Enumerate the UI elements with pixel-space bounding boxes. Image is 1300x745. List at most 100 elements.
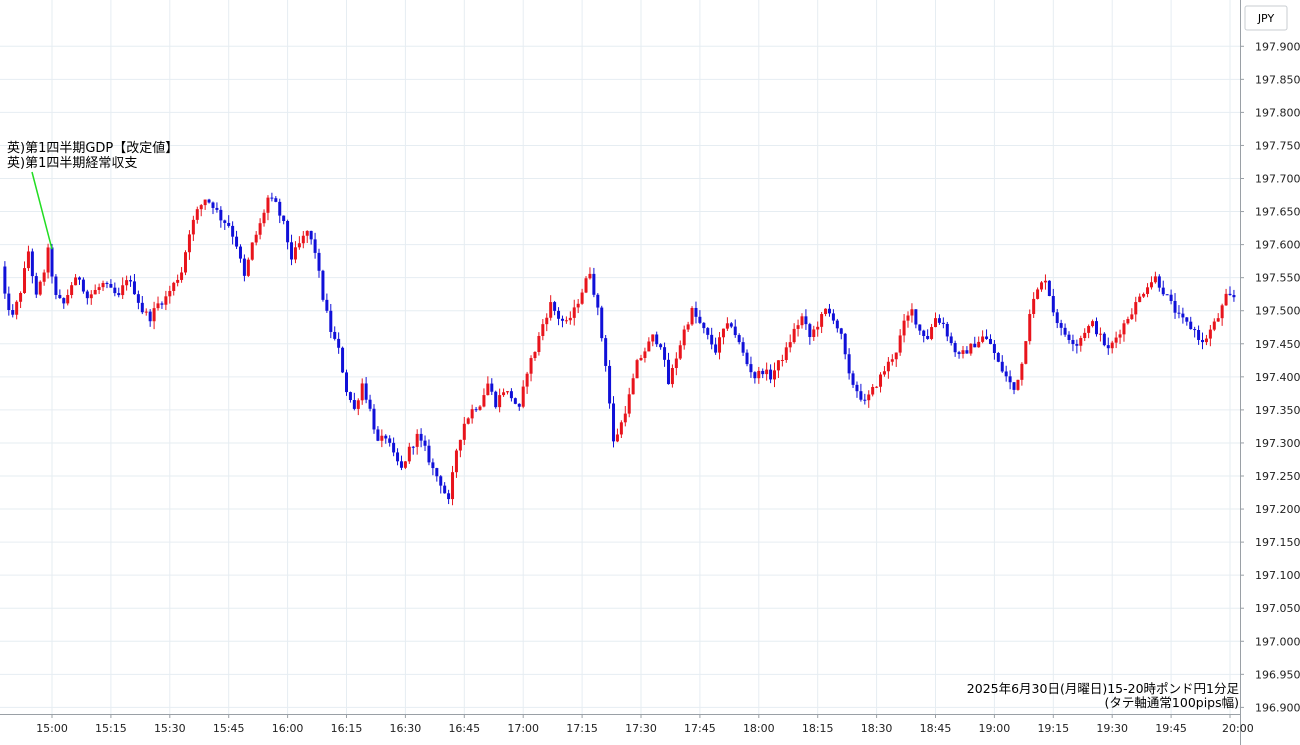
candle-body (26, 251, 30, 269)
y-tick-label: 197.350 (1255, 404, 1300, 417)
candle-body (780, 359, 784, 361)
candle-body (596, 294, 600, 308)
candle-body (1000, 361, 1004, 372)
candle-body (608, 365, 612, 404)
y-tick-label: 197.100 (1255, 569, 1300, 582)
candle-body (278, 201, 282, 216)
candle-body (894, 352, 898, 360)
x-tick-label: 19:15 (1037, 722, 1069, 735)
x-tick-label: 16:45 (448, 722, 480, 735)
candle-body (1204, 338, 1208, 343)
y-tick-label: 197.200 (1255, 503, 1300, 516)
candle-body (541, 324, 545, 336)
candle-body (187, 234, 191, 253)
annotation-pointer-line (31, 171, 53, 250)
candle-body (706, 328, 710, 335)
candle-body (58, 294, 62, 299)
candle-body (478, 406, 482, 410)
candle-body (934, 318, 937, 328)
candle-body (156, 303, 160, 309)
candle-body (718, 337, 722, 353)
candle-body (867, 394, 871, 401)
candle-body (776, 360, 780, 371)
candle-body (690, 307, 694, 325)
candle-body (592, 273, 596, 295)
candle-body (411, 446, 415, 448)
candle-body (341, 347, 345, 373)
candle-body (863, 399, 867, 401)
candle-body (313, 239, 317, 253)
x-tick-label: 18:30 (861, 722, 893, 735)
x-tick-label: 17:30 (625, 722, 657, 735)
y-tick-label: 197.300 (1255, 437, 1300, 450)
candle-body (129, 280, 133, 282)
candle-body (356, 400, 360, 409)
x-tick-label: 18:45 (920, 722, 952, 735)
candle-body (1142, 293, 1146, 297)
candle-body (1153, 276, 1157, 283)
candle-body (1079, 338, 1083, 346)
candle-body (231, 225, 235, 237)
candle-body (1201, 339, 1205, 343)
candle-body (745, 352, 749, 365)
y-tick-label: 197.050 (1255, 602, 1300, 615)
candle-body (843, 333, 847, 355)
candle-body (396, 452, 400, 462)
candle-body (1043, 280, 1047, 283)
candle-body (7, 293, 11, 311)
candle-body (663, 347, 667, 360)
y-tick-label: 197.000 (1255, 635, 1300, 648)
candle-body (682, 329, 686, 346)
candle-body (655, 334, 659, 345)
candle-body (11, 310, 15, 315)
candle-body (250, 242, 254, 260)
x-tick-label: 15:00 (36, 722, 68, 735)
candle-body (125, 280, 129, 286)
candle-body (3, 266, 7, 294)
candle-body (871, 387, 875, 395)
y-tick-label: 197.450 (1255, 338, 1300, 351)
candle-body (34, 276, 38, 295)
candle-body (647, 341, 651, 352)
candle-body (360, 383, 364, 401)
candle-body (89, 294, 93, 299)
x-tick-label: 17:15 (566, 722, 598, 735)
candle-body (882, 371, 886, 375)
candle-body (788, 342, 792, 348)
candle-body (1008, 376, 1012, 383)
candle-body (1138, 296, 1142, 303)
candle-body (831, 313, 835, 321)
candle-body (1185, 317, 1189, 322)
y-tick-label: 197.150 (1255, 536, 1300, 549)
candle-body (1032, 298, 1036, 315)
candle-body (1098, 333, 1102, 335)
x-tick-label: 19:30 (1096, 722, 1128, 735)
candle-body (1040, 282, 1044, 290)
candle-body (117, 293, 121, 296)
candle-body (419, 433, 423, 441)
candle-body (384, 435, 388, 439)
y-tick-label: 197.800 (1255, 106, 1300, 119)
y-tick-label: 196.900 (1255, 701, 1300, 714)
candle-body (274, 198, 278, 202)
candle-body (54, 276, 58, 295)
candle-body (329, 310, 333, 332)
candle-body (242, 258, 246, 276)
candle-body (761, 370, 765, 375)
candle-body (407, 446, 411, 462)
candle-body (140, 302, 144, 313)
candle-body (635, 360, 639, 379)
candle-body (38, 281, 42, 295)
candle-body (431, 462, 435, 469)
candle-body (765, 369, 769, 375)
candle-body (753, 372, 757, 379)
candle-body (466, 418, 470, 424)
candle-body (1232, 295, 1236, 298)
candle-body (1067, 334, 1071, 340)
x-tick-label: 15:30 (154, 722, 186, 735)
candle-body (376, 429, 380, 441)
candle-body (1181, 313, 1185, 318)
